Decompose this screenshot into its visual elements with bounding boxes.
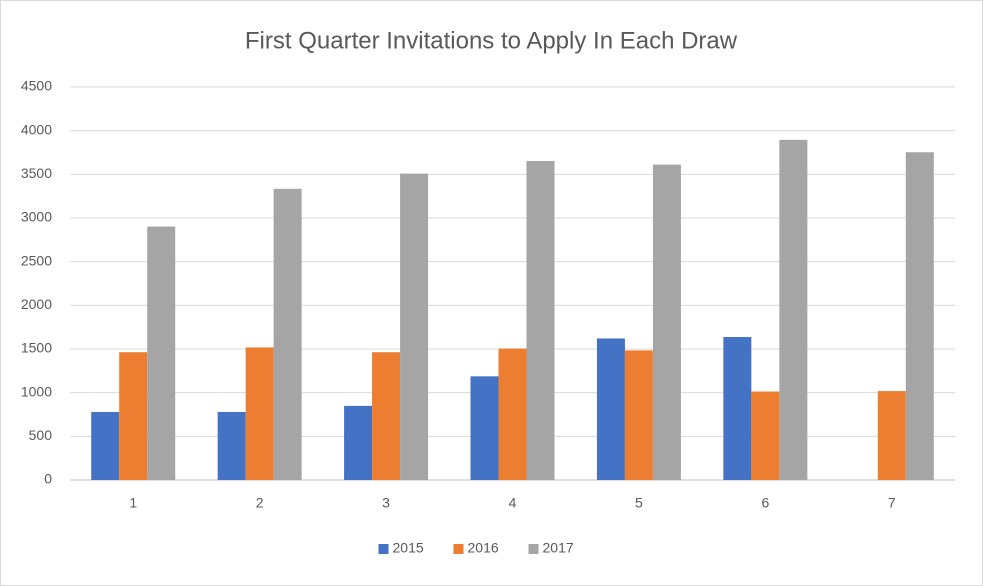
bar	[624, 350, 653, 480]
bar	[652, 164, 681, 480]
bar	[119, 352, 148, 480]
legend-swatch	[453, 544, 464, 554]
x-tick-label: 7	[888, 495, 896, 511]
bar	[147, 226, 176, 480]
bar	[372, 352, 401, 480]
bar	[344, 405, 373, 480]
legend-swatch	[528, 544, 539, 554]
y-tick-label: 0	[44, 471, 52, 487]
x-tick-label: 2	[256, 495, 264, 511]
chart-title: First Quarter Invitations to Apply In Ea…	[245, 27, 738, 54]
y-tick-label: 4500	[21, 78, 52, 94]
legend-label: 2015	[393, 540, 424, 556]
bar	[905, 152, 934, 480]
x-tick-label: 4	[509, 495, 517, 511]
bar	[217, 411, 246, 480]
bar	[498, 348, 527, 480]
y-tick-label: 1000	[21, 383, 52, 399]
bar	[400, 173, 429, 480]
bar	[470, 376, 499, 480]
bar	[596, 338, 625, 480]
legend-label: 2017	[543, 540, 574, 556]
y-tick-label: 4000	[21, 121, 52, 137]
x-tick-label: 5	[635, 495, 643, 511]
y-tick-label: 3000	[21, 209, 52, 225]
bar	[526, 160, 555, 481]
bar	[273, 188, 302, 480]
bar	[877, 391, 906, 480]
x-tick-label: 6	[761, 495, 769, 511]
y-tick-label: 500	[29, 427, 53, 443]
bar	[779, 139, 808, 480]
x-tick-label: 1	[129, 495, 137, 511]
bar	[245, 347, 274, 480]
bar	[91, 411, 120, 480]
x-tick-label: 3	[382, 495, 390, 511]
y-tick-label: 1500	[21, 340, 52, 356]
y-tick-label: 3500	[21, 165, 52, 181]
bar	[723, 337, 752, 480]
y-tick-label: 2500	[21, 252, 52, 268]
bar	[751, 391, 780, 480]
legend-label: 2016	[468, 540, 499, 556]
y-tick-label: 2000	[21, 296, 52, 312]
legend-swatch	[378, 544, 389, 554]
